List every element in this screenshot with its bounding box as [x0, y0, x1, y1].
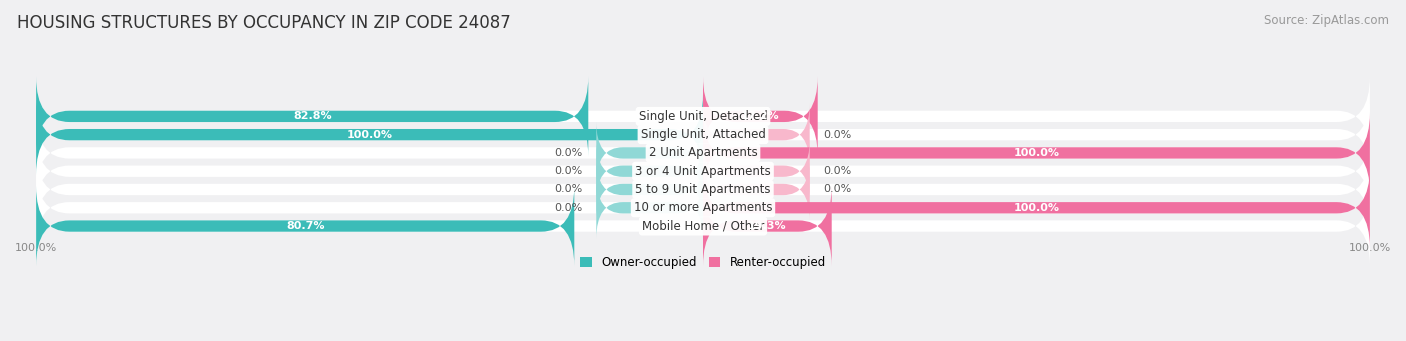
Text: 82.8%: 82.8% — [292, 112, 332, 121]
Text: 2 Unit Apartments: 2 Unit Apartments — [648, 146, 758, 160]
Text: HOUSING STRUCTURES BY OCCUPANCY IN ZIP CODE 24087: HOUSING STRUCTURES BY OCCUPANCY IN ZIP C… — [17, 14, 510, 32]
Text: Single Unit, Detached: Single Unit, Detached — [638, 110, 768, 123]
Text: 0.0%: 0.0% — [823, 166, 851, 176]
Text: Mobile Home / Other: Mobile Home / Other — [641, 220, 765, 233]
Text: 80.7%: 80.7% — [285, 221, 325, 231]
Text: 100.0%: 100.0% — [1014, 203, 1060, 213]
Text: 17.2%: 17.2% — [741, 112, 780, 121]
FancyBboxPatch shape — [37, 131, 1369, 211]
FancyBboxPatch shape — [703, 113, 1369, 193]
FancyBboxPatch shape — [596, 177, 703, 239]
Text: 10 or more Apartments: 10 or more Apartments — [634, 201, 772, 214]
Text: 100.0%: 100.0% — [1014, 148, 1060, 158]
Text: Source: ZipAtlas.com: Source: ZipAtlas.com — [1264, 14, 1389, 27]
Text: 100.0%: 100.0% — [346, 130, 392, 140]
FancyBboxPatch shape — [703, 159, 810, 220]
Text: 0.0%: 0.0% — [823, 184, 851, 194]
FancyBboxPatch shape — [703, 76, 818, 157]
FancyBboxPatch shape — [37, 94, 1369, 175]
Text: Single Unit, Attached: Single Unit, Attached — [641, 128, 765, 141]
FancyBboxPatch shape — [703, 168, 1369, 248]
Text: 0.0%: 0.0% — [555, 148, 583, 158]
FancyBboxPatch shape — [37, 76, 1369, 157]
FancyBboxPatch shape — [703, 104, 810, 165]
FancyBboxPatch shape — [37, 186, 1369, 266]
Text: 0.0%: 0.0% — [555, 203, 583, 213]
FancyBboxPatch shape — [596, 140, 703, 202]
FancyBboxPatch shape — [37, 94, 703, 175]
Legend: Owner-occupied, Renter-occupied: Owner-occupied, Renter-occupied — [579, 256, 827, 269]
FancyBboxPatch shape — [596, 159, 703, 220]
Text: 0.0%: 0.0% — [555, 166, 583, 176]
FancyBboxPatch shape — [596, 122, 703, 184]
FancyBboxPatch shape — [37, 113, 1369, 193]
FancyBboxPatch shape — [37, 168, 1369, 248]
FancyBboxPatch shape — [703, 140, 810, 202]
Text: 0.0%: 0.0% — [555, 184, 583, 194]
FancyBboxPatch shape — [703, 186, 832, 266]
Text: 19.3%: 19.3% — [748, 221, 787, 231]
FancyBboxPatch shape — [37, 149, 1369, 229]
Text: 5 to 9 Unit Apartments: 5 to 9 Unit Apartments — [636, 183, 770, 196]
Text: 0.0%: 0.0% — [823, 130, 851, 140]
Text: 3 or 4 Unit Apartments: 3 or 4 Unit Apartments — [636, 165, 770, 178]
FancyBboxPatch shape — [37, 76, 588, 157]
FancyBboxPatch shape — [37, 186, 574, 266]
